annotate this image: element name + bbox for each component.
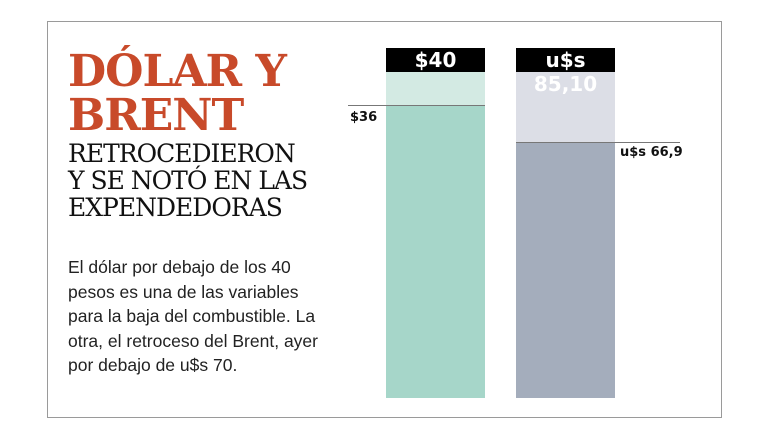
current-label-0: $36	[350, 109, 378, 125]
subheadline: RETROCEDIERON Y SE NOTÓ EN LAS EXPENDEDORA…	[68, 139, 308, 222]
headline-line2: BRENT	[68, 90, 244, 141]
current-label-1: u$s 66,9	[620, 144, 683, 160]
body-text: El dólar por debajo de los 40 pesos es u…	[68, 257, 318, 375]
sub-line1: RETROCEDIERON	[68, 139, 296, 168]
marker-line-1	[516, 141, 680, 143]
bar-current-0	[386, 104, 485, 398]
headline-line1: DÓLAR Y	[68, 46, 287, 97]
bar-current-1	[516, 141, 615, 398]
marker-line-0	[348, 104, 485, 106]
sub-line3: EXPENDEDORAS	[68, 193, 283, 222]
bar-cap-label-1: u$s 85,10	[516, 48, 615, 96]
headline: DÓLAR Y BRENT	[68, 46, 287, 141]
bar-cap-label-0: $40	[386, 48, 485, 72]
frame	[47, 21, 722, 418]
sub-line2: Y SE NOTÓ EN LAS	[68, 166, 308, 195]
